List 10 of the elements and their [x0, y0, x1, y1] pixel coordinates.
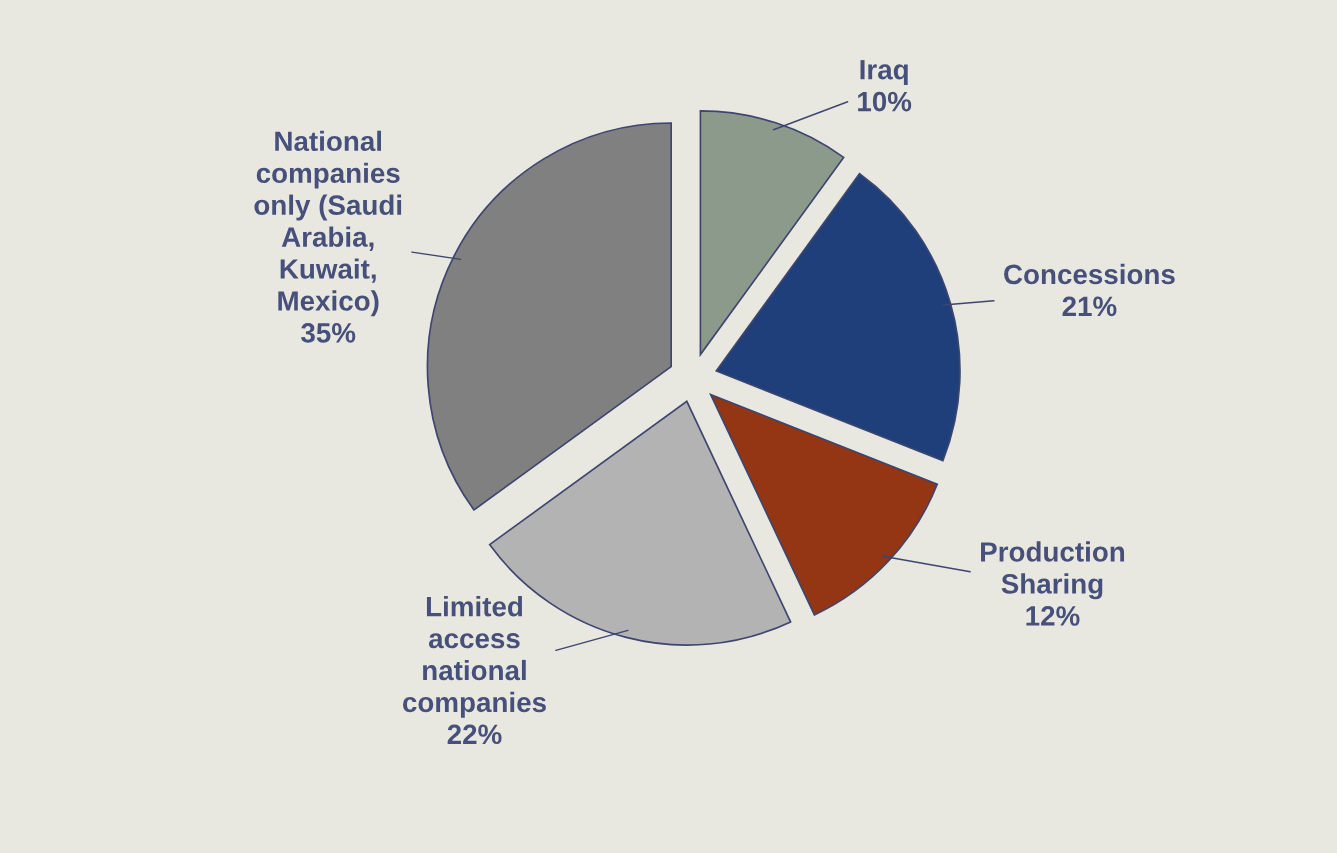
data-label: 12% [1026, 606, 1080, 626]
slice-label: Concessions [1004, 263, 1175, 285]
data-label: 22% [447, 724, 502, 745]
data-label: 35% [301, 323, 356, 343]
slice-label: Limited access national companies [403, 596, 546, 718]
data-label: 10% [858, 91, 912, 112]
slice-label: National companies only (Saudi Arabia, Kuwait, Mexico) [254, 130, 402, 317]
data-label: 21% [1062, 296, 1117, 317]
slice-label: Iraq [860, 60, 908, 86]
legend-label: Production Sharing [981, 541, 1125, 600]
